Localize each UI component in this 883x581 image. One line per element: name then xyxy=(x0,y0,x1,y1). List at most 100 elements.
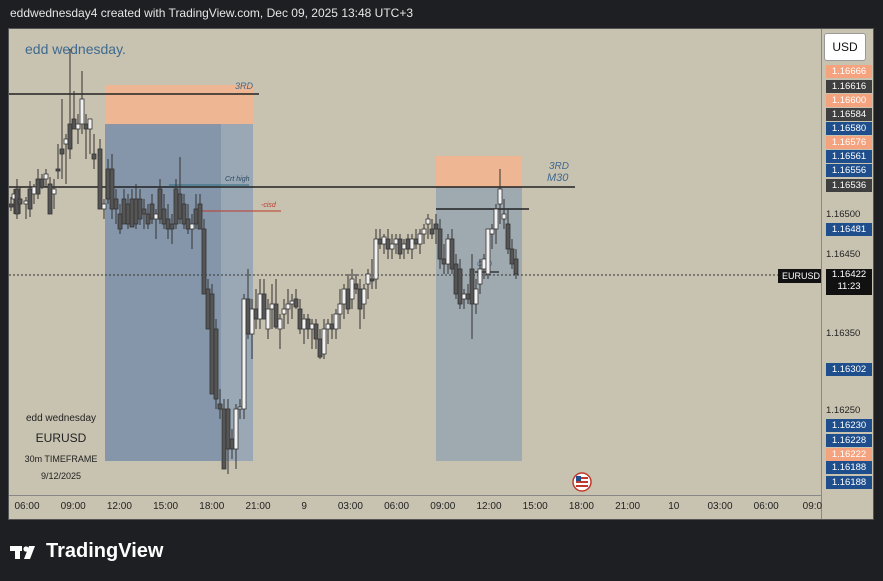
candle-body xyxy=(429,228,435,235)
info-timeframe: 30m TIMEFRAME xyxy=(24,454,98,464)
candle-body xyxy=(369,278,375,282)
price-tag: 1.16576 xyxy=(826,136,872,149)
time-label: 9 xyxy=(301,501,307,512)
currency-button[interactable]: USD xyxy=(824,33,866,61)
candle-body xyxy=(261,293,267,320)
time-label: 03:00 xyxy=(707,501,733,512)
time-label: 15:00 xyxy=(522,501,548,512)
candle-body xyxy=(141,208,147,215)
time-label: 12:00 xyxy=(476,501,502,512)
tradingview-logo[interactable]: TradingView xyxy=(10,540,163,563)
bar-countdown: 11:23 xyxy=(837,281,861,292)
candle-body xyxy=(417,233,423,245)
candle-body xyxy=(397,238,403,255)
candle-body xyxy=(201,228,207,295)
candle-body xyxy=(433,223,439,230)
chart-header: eddwednesday4 created with TradingView.c… xyxy=(10,6,414,20)
zone-label: 3RD xyxy=(235,81,254,91)
candle-body xyxy=(281,308,287,315)
candle-body xyxy=(385,238,391,250)
candle-body xyxy=(449,238,455,270)
candle-body xyxy=(169,223,175,230)
candle-body xyxy=(27,188,33,210)
candle-body xyxy=(241,298,247,410)
candle-body xyxy=(301,318,307,330)
candle-body xyxy=(337,303,343,315)
candle-body xyxy=(425,218,431,225)
premium-zone-left xyxy=(105,85,253,125)
candle-body xyxy=(55,168,61,172)
candle-body xyxy=(309,323,315,330)
time-axis[interactable]: 06:00 09:00 12:00 15:00 18:00 21:00 9 03:00 06:0… xyxy=(9,495,822,520)
price-tag: 1.16580 xyxy=(826,122,872,135)
candle-body xyxy=(213,328,219,400)
candle-body xyxy=(165,218,171,230)
tradingview-logo-icon xyxy=(10,545,35,559)
candle-body xyxy=(113,198,119,210)
candle-body xyxy=(39,178,45,188)
candle-body xyxy=(253,308,259,320)
candle-body xyxy=(273,303,279,328)
candle-body xyxy=(317,338,323,358)
candle-body xyxy=(401,243,407,250)
candle-body xyxy=(209,293,215,395)
candle-body xyxy=(485,228,491,275)
crt-high-label: Crt high xyxy=(225,176,250,183)
candle-body xyxy=(173,188,179,225)
candle-body xyxy=(361,288,367,305)
symbol-tag: EURUSD xyxy=(778,269,821,283)
candle-body xyxy=(245,298,251,335)
candle-body xyxy=(157,188,163,220)
candle-body xyxy=(205,288,211,330)
candle-body xyxy=(333,313,339,330)
candle-body xyxy=(189,223,195,230)
candle-body xyxy=(265,308,271,330)
candle-body xyxy=(91,153,97,160)
candle-body xyxy=(59,148,65,155)
candle-body xyxy=(293,298,299,308)
price-tag: 1.16228 xyxy=(826,434,872,447)
candle-body xyxy=(137,198,143,220)
candle-body xyxy=(249,308,255,335)
candle-body xyxy=(453,263,459,295)
price-tag: 1.16536 xyxy=(826,179,872,192)
watermark: edd wednesday. xyxy=(25,41,126,57)
candle-body xyxy=(269,303,275,310)
candle-body xyxy=(373,238,379,280)
info-author: edd wednesday xyxy=(25,413,97,424)
candle-body xyxy=(405,238,411,250)
price-tick: 1.16250 xyxy=(826,405,861,416)
current-price-tag: 1.16422 11:23 xyxy=(826,269,872,295)
price-tag: 1.16561 xyxy=(826,150,872,163)
price-axis[interactable]: USD 1.16666 1.16616 1.16600 1.16584 1.16580 1… xyxy=(821,29,874,519)
candle-body xyxy=(9,203,14,208)
candle-body xyxy=(357,288,363,310)
candle-body xyxy=(237,406,243,410)
candle-body xyxy=(313,323,319,340)
info-symbol: EURUSD xyxy=(35,431,87,445)
time-label: 12:00 xyxy=(106,501,132,512)
candle-body xyxy=(149,203,155,220)
candle-body xyxy=(229,438,235,450)
candle-body xyxy=(51,188,57,195)
price-tag: 1.16481 xyxy=(826,223,872,236)
price-tag: 1.16600 xyxy=(826,94,872,107)
candle-body xyxy=(71,118,77,130)
candle-body xyxy=(345,288,351,310)
candle-body xyxy=(121,198,127,225)
candle-body xyxy=(217,403,223,410)
candle-body xyxy=(101,203,107,210)
price-tag: 1.16584 xyxy=(826,108,872,121)
time-label: 10 xyxy=(668,501,680,512)
candle-body xyxy=(305,318,311,330)
candle-body xyxy=(47,183,53,215)
candle-body xyxy=(79,98,85,125)
cisd-label: -cisd xyxy=(261,202,277,209)
candle-body xyxy=(83,123,89,130)
candle-body xyxy=(43,173,49,180)
candle-body xyxy=(133,198,139,225)
candle-body xyxy=(497,188,503,205)
